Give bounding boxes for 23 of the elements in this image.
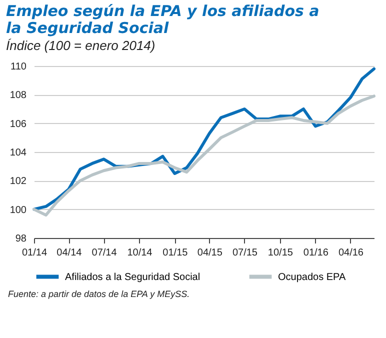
- y-tick-label: 104: [10, 148, 27, 158]
- y-tick-label: 106: [10, 118, 27, 130]
- legend-label: Ocupados EPA: [278, 272, 346, 283]
- line-series: [32, 94, 376, 217]
- x-tick-label: 04/15: [197, 248, 223, 258]
- x-tick-label: 01/15: [162, 248, 188, 258]
- x-tick-label: 01/14: [22, 248, 48, 258]
- x-tick-label: 07/15: [232, 248, 258, 258]
- y-tick-label: 102: [10, 176, 27, 188]
- y-tick-label: 110: [10, 62, 27, 72]
- y-tick-label: 100: [10, 204, 27, 216]
- y-tick-label: 108: [10, 90, 27, 102]
- x-tick-label: 01/16: [303, 248, 329, 258]
- x-tick-label: 04/14: [56, 248, 82, 258]
- chart-title: Empleo según la EPA y los afiliados a la Seguridad Social: [6, 2, 320, 37]
- x-tick-label: 10/15: [268, 248, 294, 258]
- legend-label: Afiliados a la Seguridad Social: [65, 272, 200, 283]
- x-tick-label: 10/14: [127, 248, 153, 258]
- chart-subtitle: Índice (100 = enero 2014): [6, 38, 156, 53]
- y-tick-label: 98: [15, 234, 27, 244]
- x-tick-label: 04/16: [338, 248, 364, 258]
- x-tick-label: 07/14: [92, 248, 118, 258]
- source-note: Fuente: a partir de datos de la EPA y MEySS.: [8, 289, 191, 299]
